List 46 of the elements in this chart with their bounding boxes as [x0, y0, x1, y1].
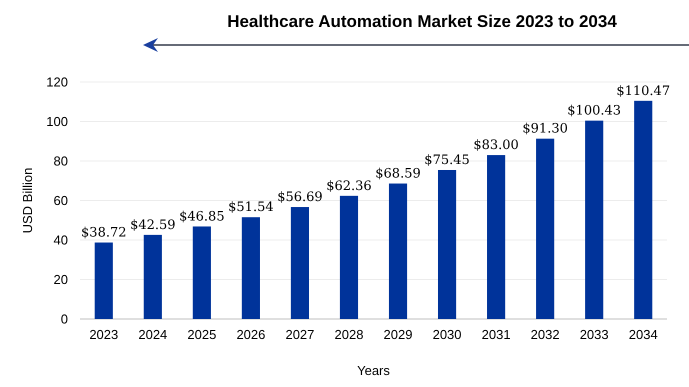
data-label: $51.54: [228, 200, 274, 216]
bar: [487, 155, 506, 319]
data-label: $91.30: [522, 122, 568, 137]
bar: [94, 242, 113, 319]
bar: [634, 100, 652, 319]
x-tick-label: 2033: [580, 327, 609, 342]
data-label: $56.69: [277, 190, 323, 206]
data-label: $68.59: [375, 166, 421, 182]
x-tick-label: 2026: [236, 327, 266, 342]
y-tick-label: 120: [46, 74, 68, 90]
x-tick-label: 2028: [334, 327, 364, 342]
y-tick-label: 80: [54, 154, 68, 169]
data-label: $38.72: [81, 226, 127, 241]
x-tick-label: 2030: [432, 327, 462, 342]
x-tick-label: 2025: [187, 327, 216, 342]
data-label: $75.45: [424, 152, 470, 168]
x-tick-label: 2032: [530, 327, 560, 342]
y-tick-label: 20: [54, 272, 68, 288]
x-tick-label: 2034: [628, 327, 658, 342]
bar: [242, 217, 260, 319]
bar: [290, 207, 310, 319]
bar: [144, 234, 162, 319]
bar: [192, 226, 211, 319]
data-label: $83.00: [473, 138, 519, 154]
y-tick-label: 0: [60, 312, 68, 327]
chart-title: Healthcare Automation Market Size 2023 to 2034: [227, 12, 618, 31]
data-label: $42.59: [130, 218, 176, 233]
bar: [388, 184, 408, 319]
y-tick-label: 60: [54, 193, 68, 208]
data-label: $46.85: [179, 209, 225, 224]
data-label: $110.47: [616, 84, 670, 99]
x-tick-label: 2024: [138, 327, 168, 342]
x-tick-label: 2031: [482, 327, 511, 342]
data-label: $100.43: [567, 104, 622, 119]
data-label: $62.36: [326, 178, 372, 194]
y-axis-title: USD Billion: [20, 168, 35, 234]
x-tick-label: 2027: [285, 327, 314, 342]
bar: [340, 196, 358, 319]
bar: [585, 120, 604, 319]
x-axis-title: Years: [357, 363, 390, 378]
y-tick-label: 100: [46, 114, 68, 130]
x-tick-label: 2023: [89, 327, 118, 342]
bar: [536, 138, 554, 319]
x-tick-label: 2029: [384, 327, 412, 342]
bar: [438, 170, 456, 319]
y-tick-label: 40: [54, 232, 68, 248]
